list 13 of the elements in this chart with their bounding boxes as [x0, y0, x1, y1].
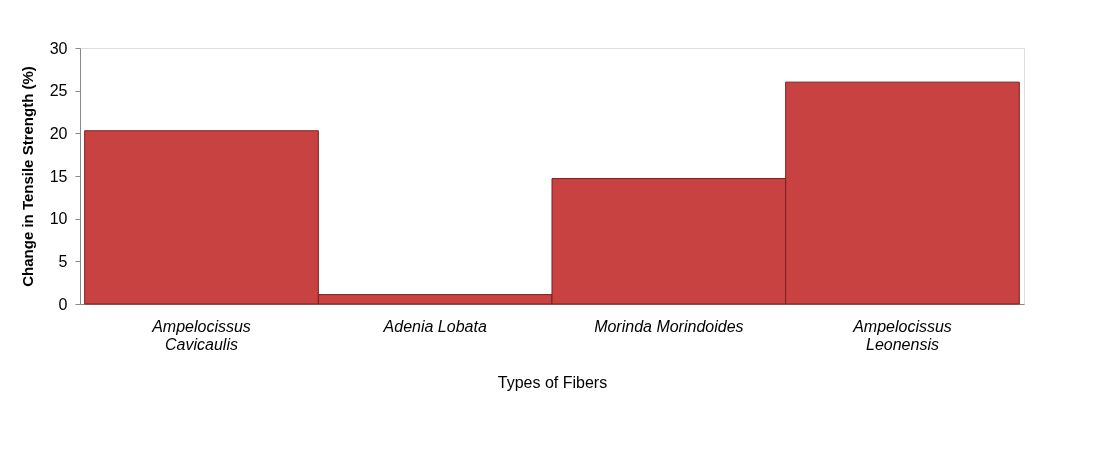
- x-tick-label: Ampelocissus Leonensis: [852, 317, 952, 353]
- y-tick-label: 5: [58, 252, 68, 270]
- x-axis-title: Types of Fibers: [497, 373, 608, 391]
- y-tick-label: 30: [49, 39, 68, 57]
- y-tick-label: 25: [49, 82, 68, 100]
- x-tick-label: Morinda Morindoides: [594, 317, 744, 335]
- y-tick-label: 15: [49, 167, 68, 185]
- x-tick-label: Adenia Lobata: [382, 317, 487, 335]
- y-tick-label: 10: [49, 210, 68, 228]
- x-tick-label: Ampelocissus Cavicaulis: [151, 317, 251, 353]
- y-tick-label: 0: [58, 295, 68, 313]
- y-tick-label: 20: [49, 124, 68, 142]
- y-axis-title: Change in Tensile Strength (%): [18, 66, 36, 287]
